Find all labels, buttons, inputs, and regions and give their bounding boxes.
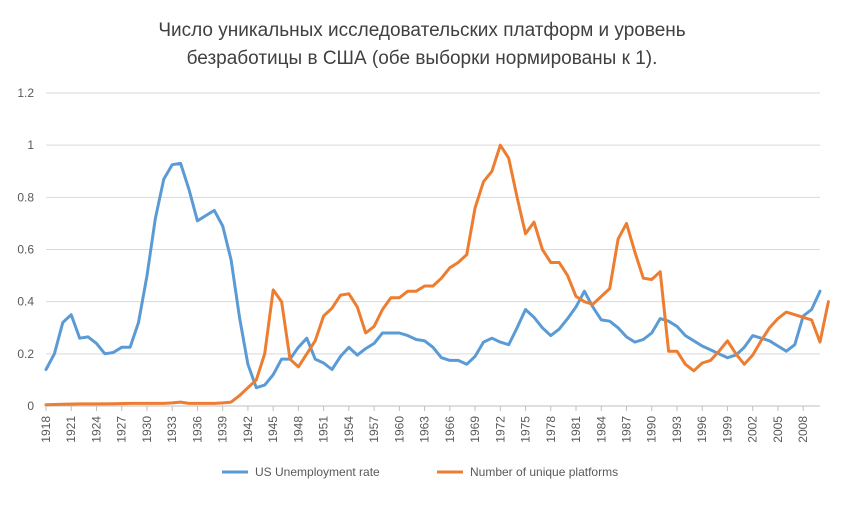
y-tick-label: 0 bbox=[27, 399, 34, 413]
x-tick-label: 1999 bbox=[720, 416, 734, 443]
x-tick-label: 1936 bbox=[190, 416, 204, 443]
x-tick-label: 1978 bbox=[544, 416, 558, 443]
x-tick-label: 1960 bbox=[392, 416, 406, 443]
x-tick-label: 1951 bbox=[317, 416, 331, 443]
x-tick-label: 1948 bbox=[291, 416, 305, 443]
series-line-0 bbox=[44, 161, 822, 390]
x-tick-label: 1939 bbox=[216, 416, 230, 443]
x-tick-label: 1942 bbox=[241, 416, 255, 443]
x-tick-label: 1963 bbox=[418, 416, 432, 443]
x-tick-label: 1966 bbox=[443, 416, 457, 443]
x-tick-label: 1987 bbox=[620, 416, 634, 443]
x-tick-label: 1975 bbox=[519, 416, 533, 443]
x-tick-label: 1993 bbox=[670, 416, 684, 443]
series-lines bbox=[44, 143, 830, 407]
legend: US Unemployment rate Number of unique pla… bbox=[222, 465, 618, 479]
x-tick-label: 1921 bbox=[64, 416, 78, 443]
x-tick-label: 1918 bbox=[39, 416, 53, 443]
x-tick-label: 1933 bbox=[165, 416, 179, 443]
x-tick-label: 2005 bbox=[771, 416, 785, 443]
chart-title-line-1: Число уникальных исследовательских платф… bbox=[158, 20, 685, 41]
x-tick-label: 1981 bbox=[569, 416, 583, 443]
legend-label-0: US Unemployment rate bbox=[255, 465, 380, 479]
x-tick-label: 1924 bbox=[89, 416, 103, 443]
x-tick-label: 1957 bbox=[367, 416, 381, 443]
x-tick-label: 2008 bbox=[796, 416, 810, 443]
x-tick-label: 1945 bbox=[266, 416, 280, 443]
y-tick-label: 1.2 bbox=[17, 86, 34, 100]
x-tick-label: 1990 bbox=[645, 416, 659, 443]
x-tick-label: 1969 bbox=[468, 416, 482, 443]
y-tick-label: 0.6 bbox=[17, 243, 34, 257]
y-axis: 0 0.2 0.4 0.6 0.8 1 1.2 bbox=[17, 86, 34, 413]
x-tick-label: 1972 bbox=[493, 416, 507, 443]
chart-title-line-2: безработицы в США (обе выборки нормирова… bbox=[187, 48, 658, 69]
x-tick-label: 1984 bbox=[594, 416, 608, 443]
series-line-1 bbox=[44, 143, 830, 407]
y-tick-label: 0.2 bbox=[17, 347, 34, 361]
x-axis: 1918 1921 1924 1927 1930 1933 1936 1939 1942 1945… bbox=[39, 405, 820, 443]
x-tick-label: 1954 bbox=[342, 416, 356, 443]
y-tick-label: 0.8 bbox=[17, 190, 34, 204]
legend-label-1: Number of unique platforms bbox=[470, 465, 618, 479]
x-tick-label: 2002 bbox=[746, 416, 760, 443]
x-tick-label: 1927 bbox=[115, 416, 129, 443]
y-tick-label: 0.4 bbox=[17, 295, 34, 309]
gridlines bbox=[46, 92, 820, 355]
x-tick-label: 1930 bbox=[140, 416, 154, 443]
y-tick-label: 1 bbox=[27, 138, 34, 152]
x-tick-label: 1996 bbox=[695, 416, 709, 443]
